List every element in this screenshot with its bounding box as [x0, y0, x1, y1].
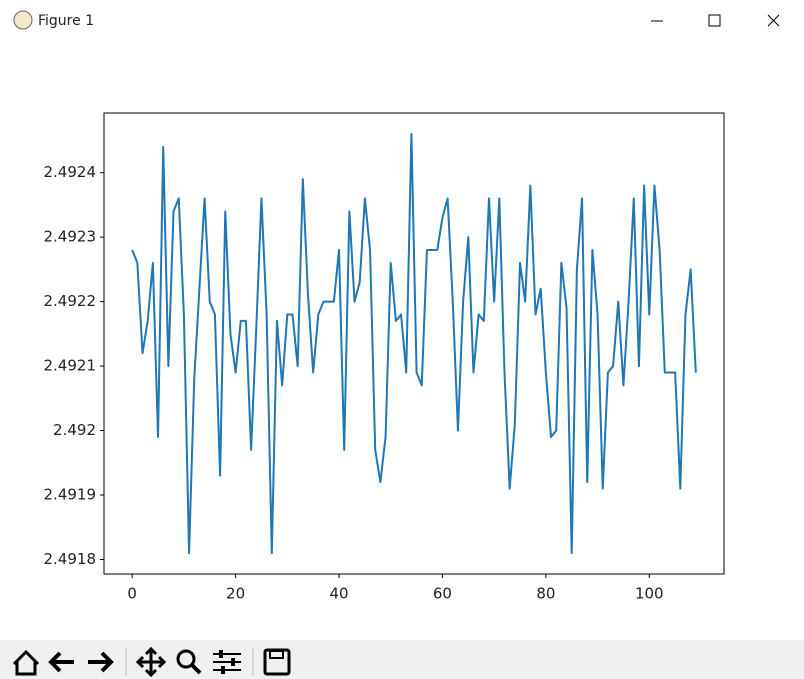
data-line — [131, 132, 697, 555]
pan-button[interactable] — [135, 646, 167, 678]
x-tick-label: 20 — [226, 585, 245, 603]
x-tick-label: 60 — [433, 585, 452, 603]
x-tick-label: 100 — [635, 585, 664, 603]
x-tick-label: 40 — [329, 585, 348, 603]
x-tick-label: 0 — [127, 585, 137, 603]
zoom-button[interactable] — [176, 649, 196, 669]
toolbar — [0, 640, 804, 679]
y-tick-label: 2.4924 — [44, 163, 97, 181]
axes-frame — [103, 112, 725, 575]
maximize-button[interactable] — [708, 14, 721, 27]
close-button[interactable] — [767, 14, 780, 27]
configure-sliders — [219, 650, 235, 674]
y-tick-label: 2.4921 — [44, 357, 97, 375]
toolbar-background — [0, 640, 804, 679]
forward-button[interactable] — [88, 651, 114, 673]
y-tick-label: 2.4922 — [44, 292, 97, 310]
y-tick-label: 2.4919 — [44, 486, 97, 504]
y-tick-label: 2.492 — [53, 421, 96, 439]
save-icon-detail — [269, 650, 284, 659]
zoom-handle — [190, 663, 202, 675]
window-title: Figure 1 — [38, 13, 94, 29]
home-button[interactable] — [12, 649, 40, 676]
y-tick-label: 2.4918 — [44, 550, 97, 568]
plot: 2.4918 2.4919 2.492 2.4921 2.4922 2.4923 2.492… — [44, 132, 697, 603]
app-icon — [13, 10, 33, 30]
back-button[interactable] — [48, 651, 74, 673]
y-tick-label: 2.4923 — [44, 228, 97, 246]
x-tick-label: 80 — [536, 585, 555, 603]
configure-button[interactable] — [213, 653, 241, 671]
title-bar: Figure 1 — [13, 10, 780, 30]
